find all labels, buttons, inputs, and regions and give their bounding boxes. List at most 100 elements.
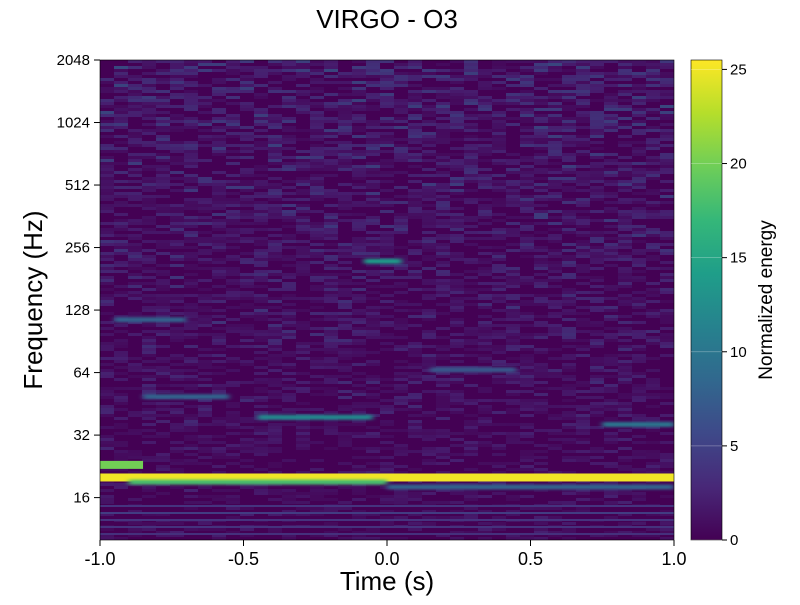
texture-cell xyxy=(436,447,450,450)
texture-cell xyxy=(296,180,310,183)
texture-cell xyxy=(520,102,534,105)
texture-cell xyxy=(576,249,590,252)
texture-cell xyxy=(520,249,534,252)
texture-cell xyxy=(436,183,450,186)
texture-cell xyxy=(114,483,128,486)
texture-cell xyxy=(604,501,618,504)
texture-cell xyxy=(310,111,324,114)
texture-cell xyxy=(310,381,324,384)
texture-cell xyxy=(212,129,226,132)
texture-cell xyxy=(408,276,422,279)
texture-cell xyxy=(436,402,450,405)
texture-cell xyxy=(394,471,408,474)
texture-cell xyxy=(562,510,576,513)
texture-cell xyxy=(548,177,562,180)
texture-cell xyxy=(380,174,394,177)
texture-cell xyxy=(408,90,422,93)
texture-cell xyxy=(310,150,324,153)
texture-cell xyxy=(408,243,422,246)
texture-cell xyxy=(646,141,660,144)
texture-cell xyxy=(394,231,408,234)
texture-cell xyxy=(156,123,170,126)
texture-cell xyxy=(100,348,114,351)
texture-cell xyxy=(296,321,310,324)
texture-cell xyxy=(618,228,632,231)
texture-cell xyxy=(604,237,618,240)
texture-cell xyxy=(562,186,576,189)
texture-cell xyxy=(268,162,282,165)
texture-cell xyxy=(142,408,156,411)
texture-cell xyxy=(408,174,422,177)
texture-cell xyxy=(254,300,268,303)
texture-cell xyxy=(296,429,310,432)
texture-cell xyxy=(436,225,450,228)
texture-cell xyxy=(492,234,506,237)
texture-cell xyxy=(618,267,632,270)
texture-cell xyxy=(646,204,660,207)
texture-cell xyxy=(310,153,324,156)
texture-cell xyxy=(338,438,352,441)
texture-cell xyxy=(184,528,198,531)
texture-cell xyxy=(632,252,646,255)
texture-cell xyxy=(156,141,170,144)
texture-cell xyxy=(478,231,492,234)
texture-cell xyxy=(156,306,170,309)
texture-cell xyxy=(660,72,674,75)
texture-cell xyxy=(436,198,450,201)
texture-cell xyxy=(128,321,142,324)
texture-cell xyxy=(436,390,450,393)
texture-cell xyxy=(114,213,128,216)
texture-cell xyxy=(366,297,380,300)
texture-cell xyxy=(492,282,506,285)
texture-cell xyxy=(198,309,212,312)
texture-cell xyxy=(450,537,464,540)
texture-cell xyxy=(296,438,310,441)
low-freq-stripe xyxy=(100,526,674,528)
texture-cell xyxy=(198,321,212,324)
texture-cell xyxy=(100,327,114,330)
texture-cell xyxy=(268,426,282,429)
texture-cell xyxy=(352,363,366,366)
texture-cell xyxy=(254,285,268,288)
texture-cell xyxy=(478,282,492,285)
texture-cell xyxy=(212,117,226,120)
texture-cell xyxy=(100,426,114,429)
texture-cell xyxy=(170,120,184,123)
texture-cell xyxy=(534,69,548,72)
texture-cell xyxy=(492,270,506,273)
texture-cell xyxy=(254,279,268,282)
texture-cell xyxy=(464,60,478,63)
texture-cell xyxy=(282,285,296,288)
texture-cell xyxy=(310,360,324,363)
texture-cell xyxy=(646,282,660,285)
texture-cell xyxy=(100,441,114,444)
texture-cell xyxy=(562,522,576,525)
texture-cell xyxy=(338,165,352,168)
texture-cell xyxy=(296,159,310,162)
texture-cell xyxy=(142,96,156,99)
texture-cell xyxy=(646,66,660,69)
texture-cell xyxy=(170,75,184,78)
texture-cell xyxy=(254,372,268,375)
texture-cell xyxy=(632,498,646,501)
texture-cell xyxy=(212,261,226,264)
texture-cell xyxy=(142,456,156,459)
texture-cell xyxy=(646,453,660,456)
texture-cell xyxy=(310,288,324,291)
texture-cell xyxy=(394,309,408,312)
texture-cell xyxy=(408,399,422,402)
texture-cell xyxy=(492,63,506,66)
texture-cell xyxy=(142,366,156,369)
texture-cell xyxy=(534,399,548,402)
texture-cell xyxy=(366,96,380,99)
texture-cell xyxy=(366,396,380,399)
texture-cell xyxy=(660,195,674,198)
spectrogram-bands xyxy=(100,60,674,540)
texture-cell xyxy=(436,480,450,483)
texture-cell xyxy=(100,189,114,192)
texture-cell xyxy=(464,444,478,447)
texture-cell xyxy=(562,387,576,390)
texture-cell xyxy=(534,186,548,189)
texture-cell xyxy=(464,495,478,498)
texture-cell xyxy=(170,162,184,165)
